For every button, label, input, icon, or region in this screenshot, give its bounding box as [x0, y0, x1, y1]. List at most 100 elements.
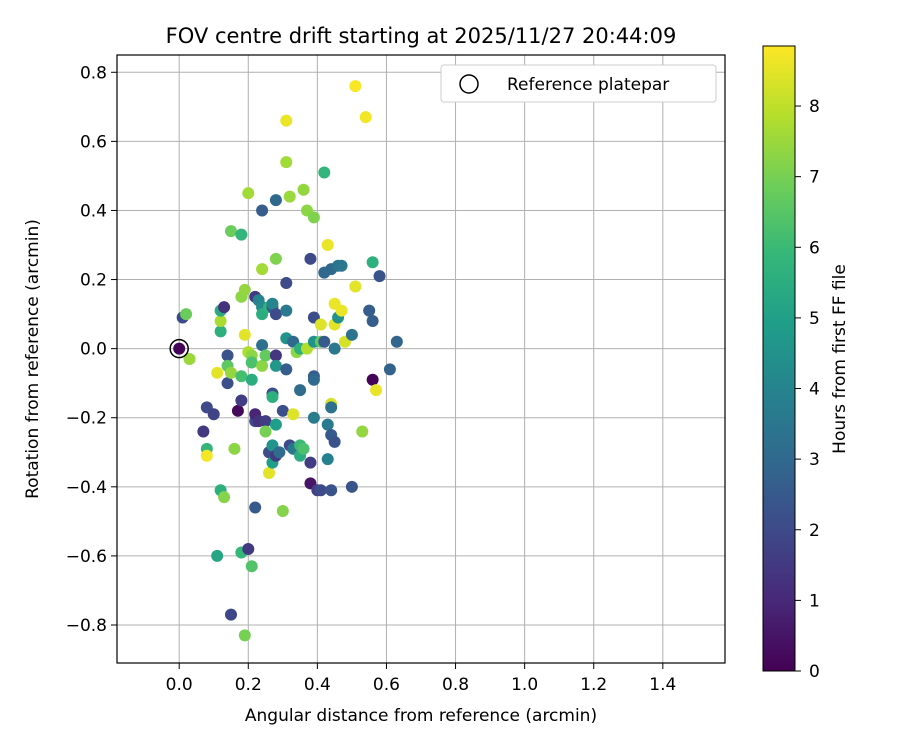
data-point — [235, 370, 248, 383]
data-point — [269, 194, 282, 207]
y-tick-label: 0.4 — [80, 201, 107, 221]
data-point — [245, 356, 258, 369]
data-point — [297, 183, 310, 196]
data-point — [314, 318, 327, 331]
data-point — [263, 467, 275, 479]
y-axis-label: Rotation from reference (arcmin) — [23, 219, 43, 499]
data-point — [242, 543, 255, 555]
data-point — [269, 252, 282, 265]
data-point — [259, 415, 272, 428]
data-point — [221, 377, 234, 390]
data-point — [359, 111, 372, 124]
data-point — [256, 359, 269, 372]
data-point — [225, 225, 237, 238]
y-axis-ticks: 0.8 0.6 0.4 0.2 0.0 −0.2 −0.4 −0.6 −0.8 — [66, 63, 117, 636]
data-point — [321, 239, 334, 251]
data-point — [259, 349, 272, 362]
data-point — [269, 359, 282, 372]
y-tick-label: −0.8 — [66, 616, 107, 636]
data-point — [307, 373, 320, 386]
data-point — [280, 304, 293, 317]
y-tick-label: 0.2 — [80, 271, 107, 291]
data-point — [207, 408, 220, 421]
data-point — [238, 328, 251, 341]
data-point — [335, 304, 348, 317]
data-point — [383, 363, 396, 376]
data-point — [256, 204, 269, 217]
data-point — [356, 425, 369, 438]
data-point — [280, 277, 293, 289]
legend: Reference platepar — [440, 64, 717, 103]
data-point — [231, 404, 244, 417]
data-point — [325, 484, 338, 497]
y-tick-label: −0.2 — [66, 409, 107, 429]
data-point — [214, 315, 227, 327]
x-tick-label: 1.2 — [580, 675, 607, 695]
x-axis-label: Angular distance from reference (arcmin) — [245, 706, 597, 726]
data-point — [211, 366, 224, 379]
data-point — [180, 308, 193, 321]
data-point — [235, 228, 248, 241]
data-point — [269, 308, 282, 321]
colorbar-tick-label: 3 — [809, 450, 820, 470]
data-point — [269, 349, 282, 362]
data-point — [211, 549, 224, 562]
data-point — [345, 328, 358, 341]
data-point — [256, 263, 269, 276]
legend-marker-reference — [459, 74, 479, 94]
data-point — [280, 363, 293, 376]
data-point — [335, 259, 348, 272]
data-point — [366, 373, 379, 386]
data-point — [197, 425, 210, 438]
data-point — [328, 435, 341, 448]
x-tick-label: 0.8 — [442, 675, 469, 695]
x-tick-label: 1.0 — [511, 675, 538, 695]
data-point — [304, 252, 317, 265]
data-point — [366, 315, 379, 327]
data-point — [200, 449, 213, 462]
data-point — [307, 211, 320, 224]
y-tick-label: 0.8 — [80, 63, 107, 83]
x-tick-label: 0.4 — [304, 675, 331, 695]
colorbar-ticks: 0 1 2 3 4 5 6 7 8 — [795, 97, 820, 682]
data-point — [273, 446, 286, 459]
colorbar-tick-label: 2 — [809, 521, 820, 541]
y-tick-label: 0.6 — [80, 132, 107, 152]
colorbar-label: Hours from first FF file — [830, 264, 850, 454]
colorbar: 0 1 2 3 4 5 6 7 8 Hours from first FF file — [762, 45, 850, 682]
colorbar-tick-label: 0 — [809, 662, 820, 682]
colorbar-tick-label: 8 — [809, 97, 820, 117]
colorbar-tick-label: 1 — [809, 591, 820, 611]
data-point — [297, 442, 310, 455]
data-point — [221, 349, 234, 362]
data-point — [218, 491, 231, 504]
data-point — [266, 297, 279, 310]
data-point — [390, 335, 403, 348]
data-point — [242, 187, 255, 200]
data-point — [245, 560, 258, 573]
colorbar-gradient — [762, 45, 796, 672]
data-point — [238, 629, 251, 642]
data-point — [280, 114, 293, 127]
data-point — [269, 418, 282, 431]
data-point — [249, 501, 262, 514]
y-tick-label: −0.6 — [66, 547, 107, 567]
data-point — [318, 335, 331, 348]
data-point — [363, 304, 376, 317]
data-point — [225, 366, 237, 379]
data-point — [318, 166, 331, 179]
data-point — [225, 608, 237, 621]
data-point — [307, 411, 320, 424]
data-point — [325, 401, 338, 414]
data-point — [228, 442, 241, 455]
legend-box — [440, 64, 717, 103]
y-tick-label: −0.4 — [66, 478, 107, 498]
data-point — [183, 353, 196, 365]
data-point — [238, 283, 251, 296]
data-point — [349, 80, 362, 93]
chart-title: FOV centre drift starting at 2025/11/27 … — [166, 24, 677, 48]
data-point — [321, 418, 334, 431]
data-point — [266, 391, 279, 403]
colorbar-tick-label: 4 — [809, 380, 820, 400]
